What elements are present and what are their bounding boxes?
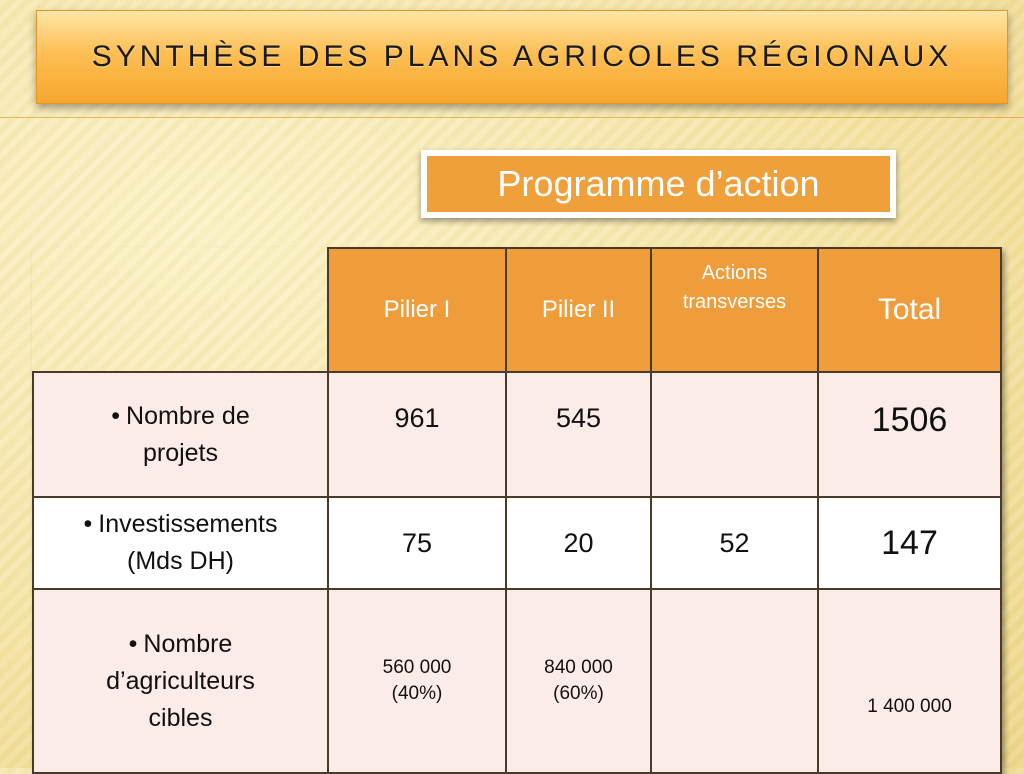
cell-percent: (60%)	[553, 683, 604, 704]
row-label-nombre-projets: • Nombre de projets	[32, 371, 329, 498]
cell-total: 1506	[817, 371, 1002, 498]
cell-pilier-2: 20	[505, 496, 652, 590]
subtitle-text: Programme d’action	[427, 156, 890, 212]
bullet-icon: •	[128, 629, 138, 658]
divider-line	[0, 117, 1024, 118]
row-label-line-2: projets	[142, 438, 219, 467]
cell-pilier-2: 545	[505, 371, 652, 498]
row-label-line-1: Investissements	[98, 510, 278, 538]
cell-value: 560 000	[382, 657, 452, 678]
header-actions-line-1: Actions	[701, 262, 768, 284]
row-label-line-3: cibles	[148, 703, 213, 732]
cell-pilier-2: 840 000 (60%)	[505, 588, 652, 774]
title-bar: SYNTHÈSE DES PLANS AGRICOLES RÉGIONAUX	[36, 10, 1008, 104]
cell-percent: (40%)	[391, 683, 443, 704]
table-header-row: Pilier I Pilier II Actions transverses T…	[33, 247, 1002, 373]
subtitle-box: Programme d’action	[421, 150, 896, 218]
row-label-line-2: (Mds DH)	[127, 547, 234, 575]
cell-actions	[650, 371, 819, 498]
row-label-line-1: Nombre de	[126, 401, 250, 430]
header-pilier-2: Pilier II	[505, 247, 652, 373]
summary-table: Pilier I Pilier II Actions transverses T…	[32, 247, 1002, 774]
table-row: • Nombre d’agriculteurs cibles 560 000 (4…	[32, 588, 1002, 774]
row-label-investissements: • Investissements (Mds DH)	[32, 496, 329, 590]
cell-total: 147	[817, 496, 1002, 590]
header-actions-transverses: Actions transverses	[650, 247, 819, 373]
cell-actions: 52	[650, 496, 819, 590]
header-total: Total	[817, 247, 1002, 373]
row-label-agriculteurs: • Nombre d’agriculteurs cibles	[32, 588, 329, 774]
bullet-icon: •	[111, 401, 121, 430]
header-pilier-1: Pilier I	[327, 247, 507, 373]
cell-pilier-1: 75	[327, 496, 507, 590]
row-label-line-1: Nombre	[143, 629, 233, 658]
cell-pilier-1: 560 000 (40%)	[327, 588, 507, 774]
cell-value: 840 000	[544, 657, 613, 678]
cell-pilier-1: 961	[327, 371, 507, 498]
slide-title: SYNTHÈSE DES PLANS AGRICOLES RÉGIONAUX	[91, 40, 953, 73]
cell-total: 1 400 000	[817, 588, 1002, 774]
row-label-line-2: d’agriculteurs	[106, 666, 255, 695]
cell-actions	[650, 588, 819, 774]
header-corner	[33, 248, 329, 373]
header-actions-line-2: transverses	[682, 291, 787, 313]
table-row: • Nombre de projets 961 545 1506	[32, 371, 1002, 498]
table-row: • Investissements (Mds DH) 75 20 52 147	[32, 496, 1002, 590]
bullet-icon: •	[83, 510, 93, 538]
